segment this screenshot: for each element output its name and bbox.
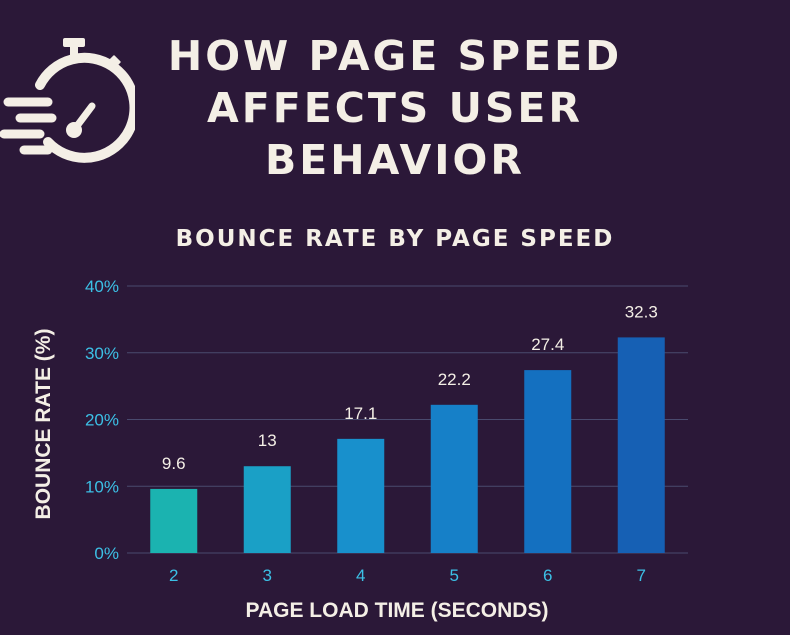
bar-value-label: 22.2	[438, 370, 471, 389]
bar-value-label: 9.6	[162, 454, 186, 473]
x-tick-label: 7	[637, 566, 646, 585]
x-tick-label: 3	[263, 566, 272, 585]
x-axis-label: PAGE LOAD TIME (SECONDS)	[246, 599, 549, 622]
bar-value-label: 17.1	[344, 404, 377, 423]
bar-value-label: 13	[258, 431, 277, 450]
bar-value-label: 27.4	[531, 335, 564, 354]
chart-title: BOUNCE RATE BY PAGE SPEED	[175, 226, 615, 252]
x-tick-label: 6	[543, 566, 552, 585]
bar	[524, 370, 572, 553]
bar-layer	[150, 337, 665, 553]
bar	[243, 466, 291, 553]
title-line-3: BEHAVIOR	[265, 136, 525, 184]
grid-layer	[127, 285, 688, 554]
bar	[150, 488, 198, 553]
page-title: HOW PAGE SPEED AFFECTS USER BEHAVIOR	[130, 30, 660, 186]
y-tick-label: 20%	[85, 411, 119, 430]
bar	[337, 438, 385, 553]
stopwatch-speed-icon	[0, 38, 135, 163]
x-tick-label: 5	[450, 566, 459, 585]
bar	[617, 337, 665, 553]
y-tick-label: 10%	[85, 477, 119, 496]
y-tick-label: 0%	[94, 544, 119, 563]
x-tick-label: 2	[169, 566, 178, 585]
x-tick-label: 4	[356, 566, 365, 585]
y-tick-label: 40%	[85, 277, 119, 296]
title-line-1: HOW PAGE SPEED	[167, 32, 623, 80]
y-axis-label: BOUNCE RATE (%)	[32, 329, 55, 520]
bar	[430, 404, 478, 553]
title-line-2: AFFECTS USER	[206, 84, 583, 132]
y-tick-label: 30%	[85, 344, 119, 363]
label-layer: 0% 10% 20% 30% 40% 9.6 2 13 3 17.1 4 22.2 5 27.4 6 32.3…	[85, 277, 658, 585]
bar-value-label: 32.3	[625, 302, 658, 321]
